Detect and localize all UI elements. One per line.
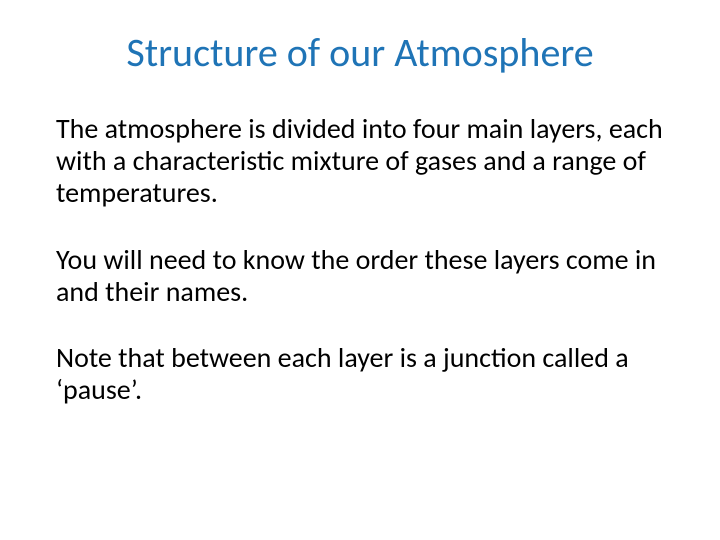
- slide-body: The atmosphere is divided into four main…: [50, 113, 670, 406]
- paragraph-1: The atmosphere is divided into four main…: [56, 113, 664, 210]
- slide-title: Structure of our Atmosphere: [50, 28, 670, 77]
- slide-content: Structure of our Atmosphere The atmosphe…: [0, 0, 720, 540]
- paragraph-2: You will need to know the order these la…: [56, 244, 664, 308]
- paragraph-3: Note that between each layer is a juncti…: [56, 342, 664, 406]
